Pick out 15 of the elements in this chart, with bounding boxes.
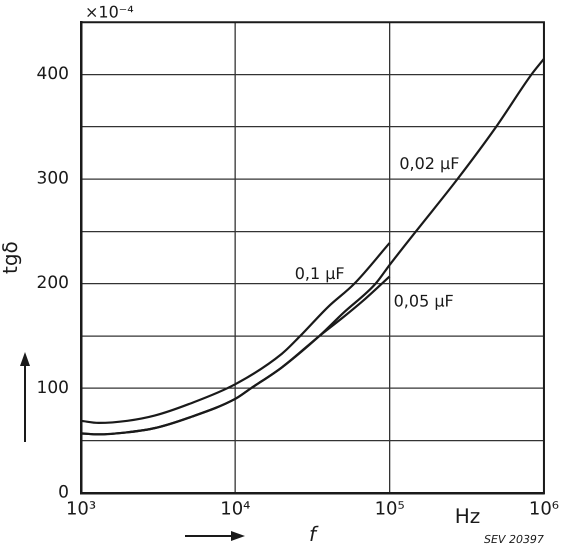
series-label: 0,05 µF [394, 291, 454, 310]
y-tick-label: 400 [36, 64, 69, 84]
x-tick-label: 10⁶ [528, 498, 559, 520]
x-axis-title: f [308, 522, 319, 546]
y-tick-label: 200 [36, 273, 69, 294]
text: Hz [454, 504, 480, 528]
y-tick-label: 100 [36, 378, 69, 398]
series-label: 0,02 µF [399, 154, 460, 174]
text: SEV 20397 [484, 532, 544, 546]
y-axis-title: tgδ [0, 241, 22, 274]
text: ×10⁻⁴ [85, 2, 134, 22]
y-tick-label: 300 [36, 168, 69, 189]
x-tick-label: 10⁴ [220, 498, 250, 520]
x-tick-label: 10⁵ [374, 498, 405, 520]
series-label: 0,1 µF [294, 264, 345, 283]
